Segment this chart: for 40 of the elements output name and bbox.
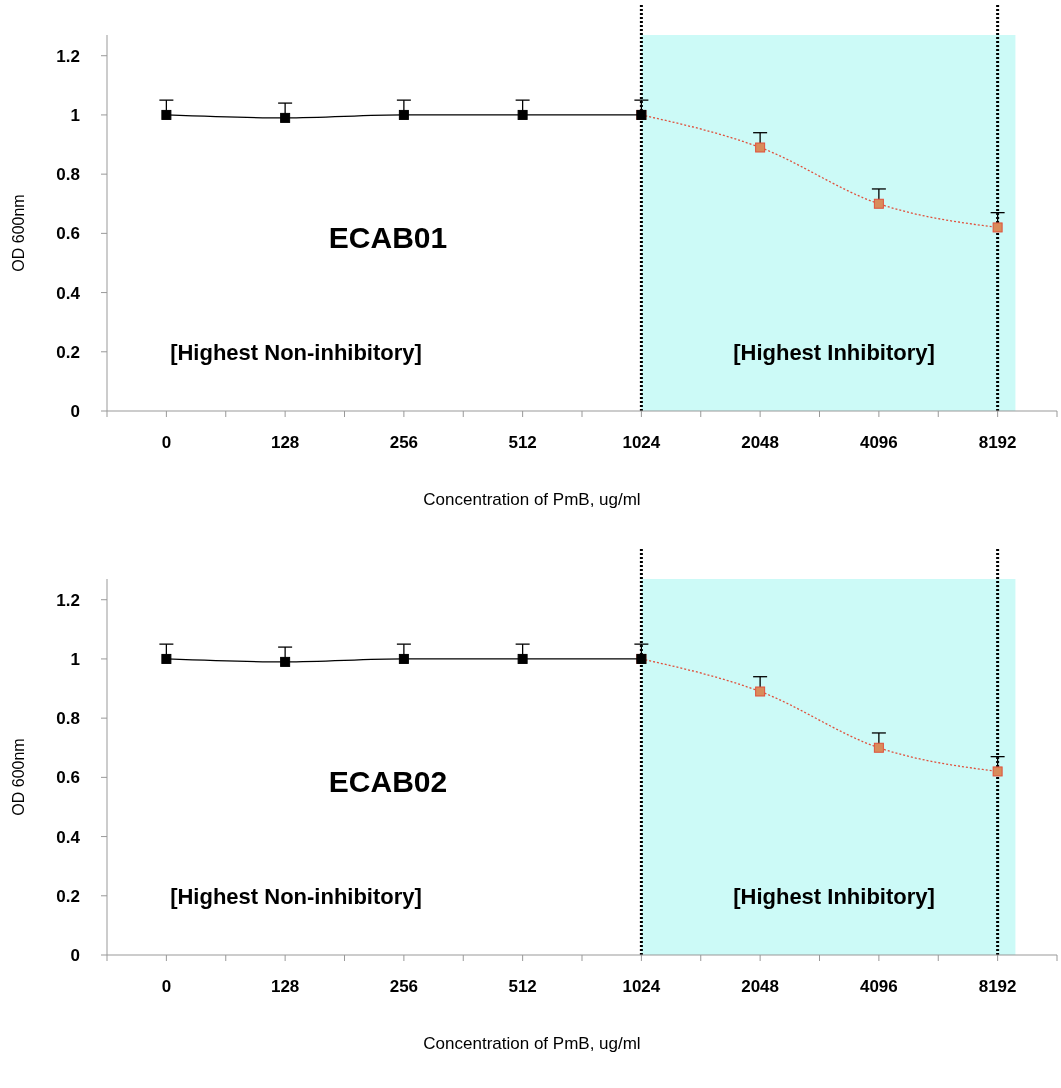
x-tick-label: 256 bbox=[389, 977, 419, 996]
y-tick-label: 0.4 bbox=[56, 827, 81, 847]
y-tick-label: 1.2 bbox=[56, 590, 80, 610]
y-tick-label: 0.8 bbox=[56, 165, 80, 185]
y-tick-label: 0 bbox=[70, 401, 80, 421]
y-tick-label: 0.2 bbox=[56, 342, 80, 362]
annotation: [Highest Inhibitory] bbox=[733, 884, 935, 909]
y-tick-label: 0 bbox=[70, 945, 80, 965]
x-tick-label: 2048 bbox=[741, 433, 780, 452]
annotation: [Highest Inhibitory] bbox=[733, 340, 935, 365]
y-tick-label: 0.2 bbox=[56, 886, 80, 906]
y-tick-label: 0.6 bbox=[56, 224, 80, 244]
y-tick-label: 1.2 bbox=[56, 46, 80, 66]
x-tick-label: 8192 bbox=[978, 977, 1017, 996]
y-tick-label: 0.4 bbox=[56, 283, 81, 303]
y-tick-label: 1 bbox=[70, 649, 80, 669]
annotation: ECAB02 bbox=[328, 765, 448, 798]
x-tick-label: 1024 bbox=[622, 433, 661, 452]
annotation: [Highest Non-inhibitory] bbox=[170, 884, 422, 909]
x-tick-label: 128 bbox=[270, 433, 300, 452]
x-axis-title: Concentration of PmB, ug/ml bbox=[423, 1034, 641, 1053]
x-tick-label: 0 bbox=[161, 977, 172, 996]
x-tick-label: 0 bbox=[161, 433, 172, 452]
x-tick-label: 8192 bbox=[978, 433, 1017, 452]
annotation: [Highest Non-inhibitory] bbox=[170, 340, 422, 365]
x-tick-label: 256 bbox=[389, 433, 419, 452]
y-tick-label: 1 bbox=[70, 105, 80, 125]
x-axis-title: Concentration of PmB, ug/ml bbox=[423, 490, 641, 509]
x-tick-label: 128 bbox=[270, 977, 300, 996]
x-tick-label: 4096 bbox=[859, 433, 898, 452]
x-tick-label: 1024 bbox=[622, 977, 661, 996]
y-axis-title: OD 600nm bbox=[10, 194, 27, 272]
annotation: ECAB01 bbox=[328, 221, 448, 254]
y-tick-label: 0.8 bbox=[56, 709, 80, 729]
x-tick-label: 512 bbox=[508, 977, 537, 996]
x-tick-label: 2048 bbox=[741, 977, 780, 996]
y-axis-title: OD 600nm bbox=[10, 738, 27, 816]
x-tick-label: 4096 bbox=[859, 977, 898, 996]
x-tick-label: 512 bbox=[508, 433, 537, 452]
y-tick-label: 0.6 bbox=[56, 768, 80, 788]
